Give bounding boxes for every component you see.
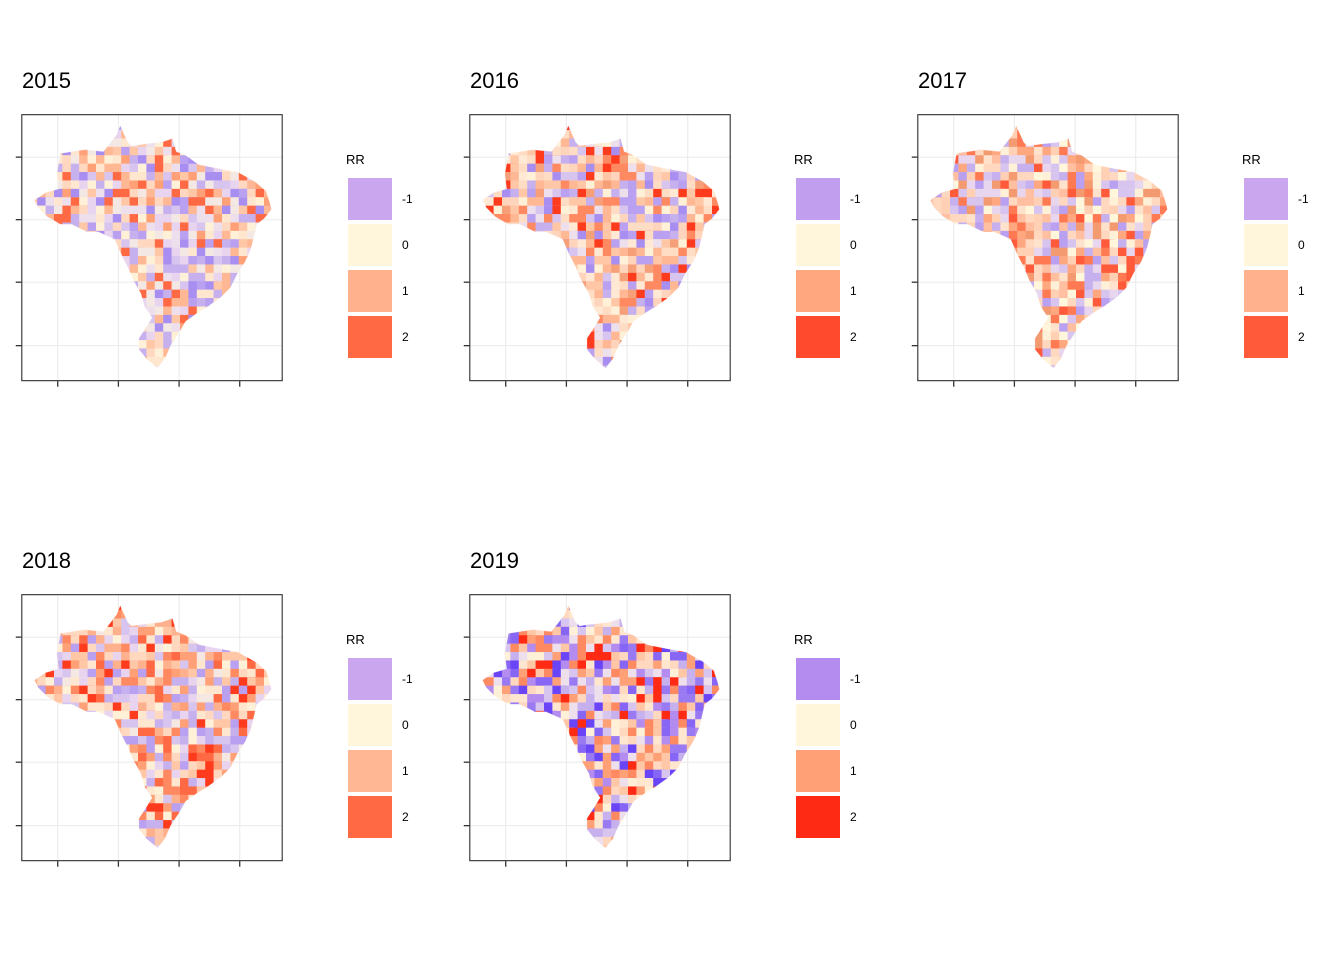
legend-key (796, 658, 840, 700)
legend-label: 1 (402, 764, 409, 778)
legend-label: 1 (850, 284, 857, 298)
map-panel-2018: 2018 RR -1 0 1 2 (0, 480, 448, 960)
legend-key (796, 796, 840, 838)
legend-key (796, 270, 840, 312)
legend-key (348, 704, 392, 746)
legend-key (348, 178, 392, 220)
legend-key (796, 750, 840, 792)
legend-label: 2 (1298, 330, 1305, 344)
legend-label: -1 (1298, 192, 1309, 206)
map-panel-2015: 2015 RR -1 0 1 2 (0, 0, 448, 480)
legend-key (1244, 224, 1288, 266)
legend-label: -1 (402, 192, 413, 206)
map-frame (463, 114, 731, 387)
legend-key (796, 316, 840, 358)
map-panel-2016: 2016 RR -1 0 1 2 (448, 0, 896, 480)
legend-key (796, 224, 840, 266)
legend-label: 1 (850, 764, 857, 778)
legend-label: 2 (402, 810, 409, 824)
legend-title: RR (794, 152, 813, 167)
map-frame (15, 594, 283, 867)
legend-label: -1 (850, 672, 861, 686)
legend-title: RR (346, 632, 365, 647)
legend-key (348, 316, 392, 358)
legend-title: RR (794, 632, 813, 647)
legend-label: 2 (402, 330, 409, 344)
legend-label: 0 (850, 238, 857, 252)
legend-key (348, 796, 392, 838)
legend-key (348, 750, 392, 792)
legend-key (1244, 316, 1288, 358)
legend-key (796, 178, 840, 220)
legend-label: 0 (1298, 238, 1305, 252)
map-frame (15, 114, 283, 387)
legend-key (348, 658, 392, 700)
map-panel-2019: 2019 RR -1 0 1 2 (448, 480, 896, 960)
legend-key (1244, 270, 1288, 312)
legend-label: 2 (850, 810, 857, 824)
legend-key (1244, 178, 1288, 220)
legend-key (348, 270, 392, 312)
panel-title: 2018 (22, 548, 71, 573)
legend-title: RR (346, 152, 365, 167)
legend-key (796, 704, 840, 746)
legend-label: -1 (402, 672, 413, 686)
legend-label: 0 (850, 718, 857, 732)
map-frame (463, 594, 731, 867)
legend-label: 2 (850, 330, 857, 344)
map-panel-2017: 2017 RR -1 0 1 2 (896, 0, 1344, 480)
legend-label: 1 (1298, 284, 1305, 298)
map-frame (911, 114, 1179, 387)
legend-label: 0 (402, 718, 409, 732)
legend-label: 1 (402, 284, 409, 298)
legend-title: RR (1242, 152, 1261, 167)
legend-label: 0 (402, 238, 409, 252)
panel-title: 2017 (918, 68, 967, 93)
panel-title: 2015 (22, 68, 71, 93)
panel-title: 2016 (470, 68, 519, 93)
legend-label: -1 (850, 192, 861, 206)
panel-title: 2019 (470, 548, 519, 573)
legend-key (348, 224, 392, 266)
